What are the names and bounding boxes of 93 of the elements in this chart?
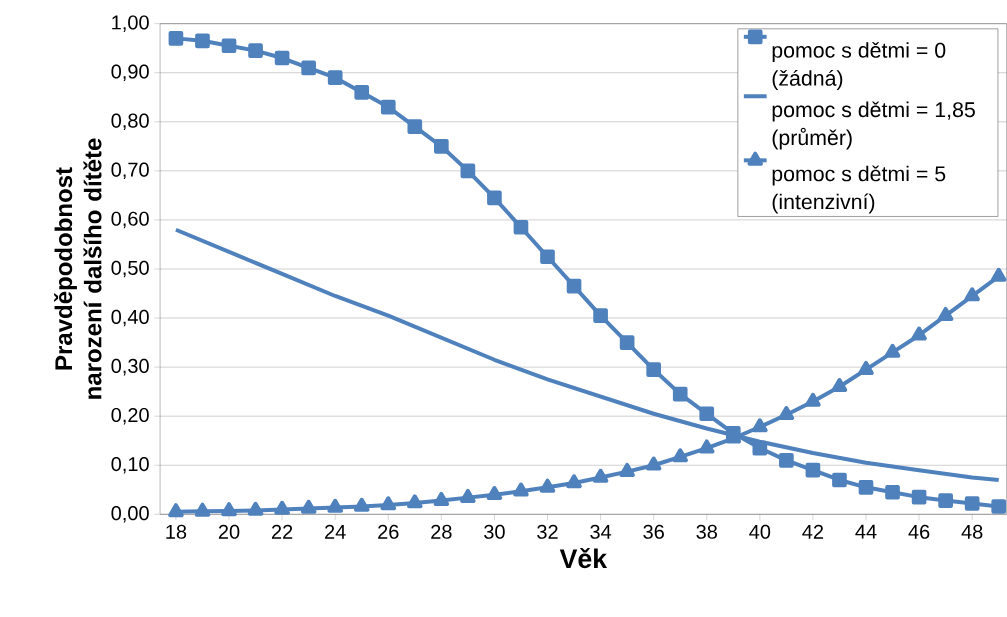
x-tick-label: 44 bbox=[855, 524, 877, 539]
y-tick-label: 0,20 bbox=[111, 407, 149, 425]
point bbox=[885, 484, 900, 500]
point bbox=[221, 502, 237, 517]
point bbox=[672, 448, 688, 463]
point bbox=[300, 499, 317, 514]
point bbox=[938, 493, 953, 508]
point bbox=[487, 190, 502, 206]
point bbox=[884, 343, 901, 358]
point bbox=[752, 440, 768, 456]
x-tick-label: 40 bbox=[749, 524, 771, 539]
y-axis-title: Pravděpodobnost narození dalšího dítěte bbox=[54, 138, 102, 399]
point bbox=[195, 33, 210, 49]
point bbox=[699, 406, 715, 422]
x-tick-label: 26 bbox=[378, 524, 399, 539]
point bbox=[566, 474, 582, 489]
point bbox=[858, 360, 874, 375]
y-tick-label: 0,80 bbox=[111, 113, 149, 131]
point bbox=[832, 472, 847, 488]
point bbox=[247, 501, 264, 516]
point bbox=[698, 439, 715, 454]
point bbox=[937, 306, 954, 321]
point bbox=[805, 462, 821, 478]
x-tick-label: 36 bbox=[643, 524, 664, 539]
x-tick-label: 28 bbox=[431, 524, 452, 539]
point bbox=[911, 489, 927, 505]
x-tick-label: 42 bbox=[802, 524, 824, 539]
point bbox=[380, 496, 397, 511]
point bbox=[619, 335, 635, 350]
y-tick-label: 0,70 bbox=[111, 162, 149, 180]
point bbox=[539, 478, 556, 493]
point bbox=[353, 497, 370, 512]
x-tick-label: 34 bbox=[590, 524, 612, 539]
point bbox=[513, 482, 529, 497]
point bbox=[221, 38, 237, 54]
point bbox=[301, 60, 316, 76]
point bbox=[778, 406, 795, 421]
point bbox=[274, 500, 290, 515]
point bbox=[407, 119, 423, 135]
x-tick-label: 32 bbox=[537, 524, 558, 539]
y-tick-label: 0,50 bbox=[111, 260, 149, 278]
x-axis-title: Věk bbox=[559, 548, 608, 569]
x-tick-label: 38 bbox=[696, 524, 717, 539]
y-tick-label: 0,40 bbox=[111, 309, 149, 327]
point bbox=[752, 418, 768, 433]
point bbox=[354, 85, 370, 100]
point bbox=[434, 138, 449, 154]
point bbox=[327, 70, 343, 85]
x-tick-label: 22 bbox=[271, 524, 293, 539]
point bbox=[380, 99, 396, 115]
point bbox=[672, 386, 688, 402]
y-tick-label: 0,10 bbox=[111, 456, 149, 474]
point bbox=[513, 219, 529, 235]
y-tick-label: 0,90 bbox=[111, 64, 149, 81]
point bbox=[327, 498, 343, 513]
point bbox=[486, 486, 503, 501]
point bbox=[248, 43, 263, 58]
x-tick-label: 46 bbox=[908, 524, 930, 539]
x-tick-label: 30 bbox=[484, 524, 505, 539]
legend-label: pomoc s dětmi = 0 (žádná) bbox=[772, 42, 946, 91]
point bbox=[593, 308, 608, 323]
point bbox=[645, 456, 662, 471]
point bbox=[540, 249, 555, 265]
point bbox=[566, 278, 582, 294]
point bbox=[168, 31, 184, 46]
y-tick-label: 0,00 bbox=[111, 506, 149, 523]
legend-label: pomoc s dětmi = 1,85 (průměr) bbox=[772, 101, 975, 150]
x-tick-label: 20 bbox=[218, 524, 240, 539]
point bbox=[964, 496, 980, 511]
point bbox=[168, 503, 184, 518]
point bbox=[911, 326, 927, 341]
point bbox=[779, 453, 794, 468]
point bbox=[805, 392, 821, 407]
point bbox=[407, 494, 423, 509]
x-tick-label: 18 bbox=[166, 524, 187, 539]
y-tick-label: 0,30 bbox=[111, 358, 149, 376]
point bbox=[460, 488, 476, 503]
point bbox=[646, 362, 661, 377]
point bbox=[858, 480, 874, 495]
point bbox=[964, 287, 980, 302]
point bbox=[460, 163, 476, 179]
point bbox=[831, 378, 848, 393]
legend-label: pomoc s dětmi = 5 (intenzivní) bbox=[772, 165, 946, 214]
point bbox=[194, 502, 211, 517]
point bbox=[592, 468, 609, 483]
point bbox=[619, 462, 635, 477]
x-tick-label: 24 bbox=[325, 524, 346, 539]
y-tick-label: 0,60 bbox=[111, 211, 149, 229]
point bbox=[433, 491, 450, 506]
y-tick-label: 1,00 bbox=[112, 15, 149, 32]
point bbox=[274, 50, 290, 66]
point bbox=[991, 499, 1007, 514]
x-tick-label: 48 bbox=[961, 524, 983, 539]
